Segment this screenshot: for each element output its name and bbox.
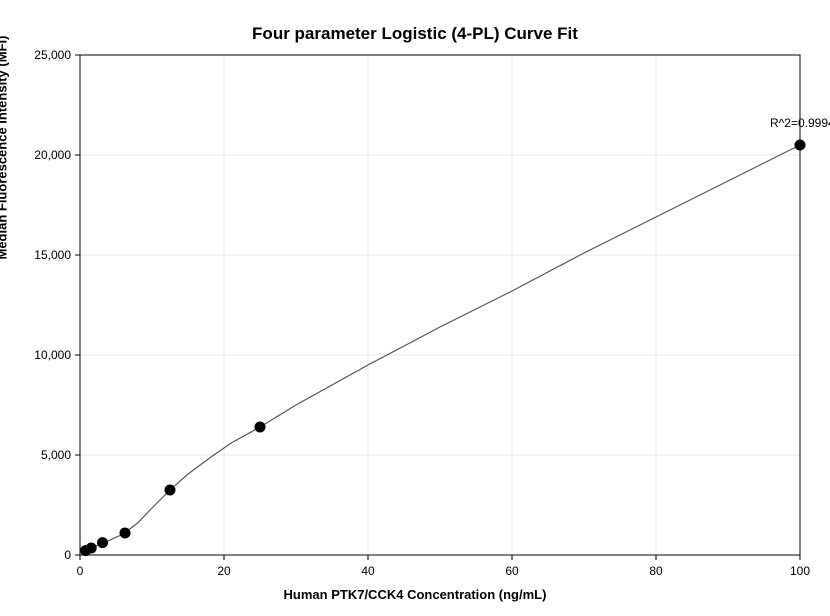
chart-svg: 0 20 40 60 80 100 0 5,000 10,000 15,000 20,000 25,0… xyxy=(0,0,830,616)
svg-text:5,000: 5,000 xyxy=(41,448,71,462)
svg-text:0: 0 xyxy=(64,548,71,562)
svg-text:25,000: 25,000 xyxy=(34,48,71,62)
svg-text:40: 40 xyxy=(361,564,375,578)
svg-text:100: 100 xyxy=(790,564,810,578)
chart-container: Four parameter Logistic (4-PL) Curve Fit… xyxy=(0,0,830,616)
svg-text:10,000: 10,000 xyxy=(34,348,71,362)
svg-text:60: 60 xyxy=(505,564,519,578)
x-axis-label: Human PTK7/CCK4 Concentration (ng/mL) xyxy=(0,587,830,602)
r-squared-annotation: R^2=0.9994 xyxy=(770,116,830,130)
svg-text:20: 20 xyxy=(217,564,231,578)
svg-text:0: 0 xyxy=(77,564,84,578)
svg-text:15,000: 15,000 xyxy=(34,248,71,262)
y-axis-label: Median Fluorescence Intensity (MFI) xyxy=(0,36,10,260)
chart-title: Four parameter Logistic (4-PL) Curve Fit xyxy=(0,24,830,44)
svg-text:80: 80 xyxy=(649,564,663,578)
svg-text:20,000: 20,000 xyxy=(34,148,71,162)
